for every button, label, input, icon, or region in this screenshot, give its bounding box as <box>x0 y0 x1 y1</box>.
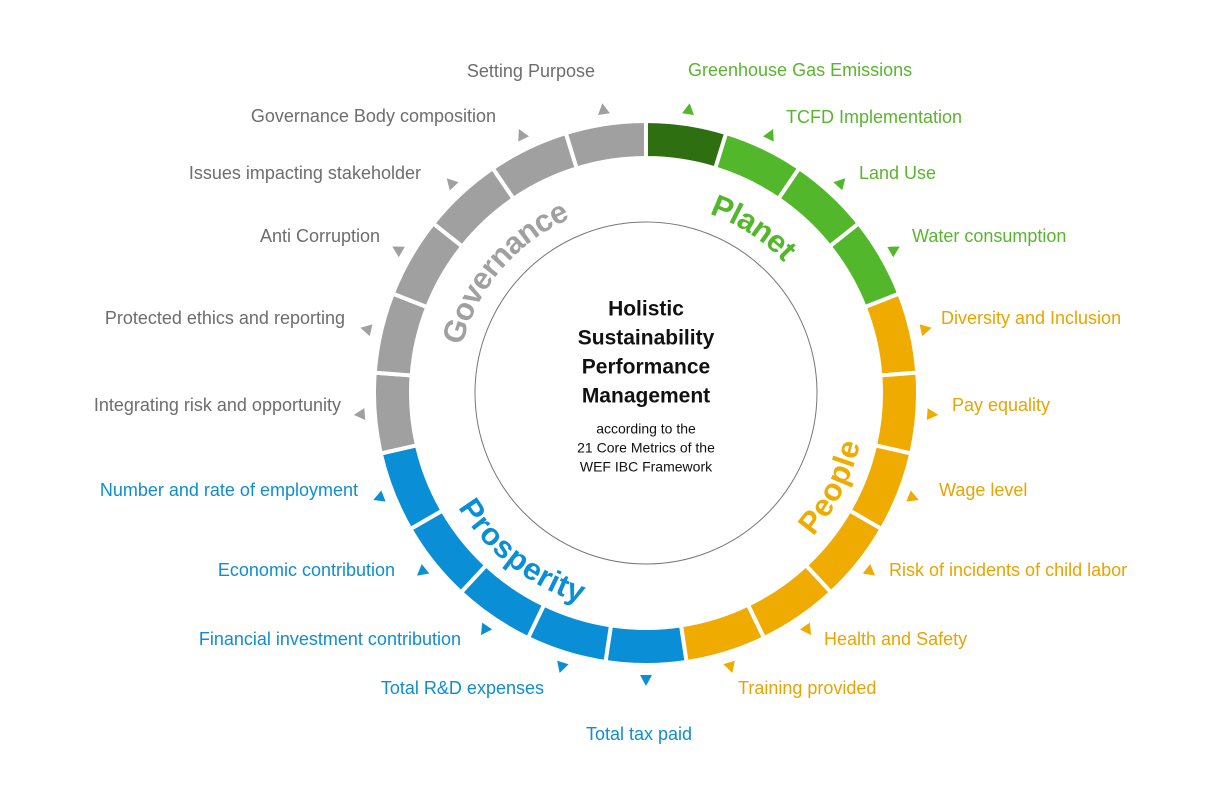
arrow <box>416 564 430 576</box>
center-title: Management <box>582 385 710 408</box>
segment <box>378 442 446 532</box>
segment <box>489 130 580 202</box>
segment <box>563 118 648 171</box>
center-subtitle: 21 Core Metrics of the <box>577 440 715 456</box>
segment <box>644 118 729 171</box>
arrow <box>906 490 919 502</box>
metric-label: Total R&D expenses <box>381 678 544 698</box>
center-title: Holistic <box>608 298 684 321</box>
segment <box>678 602 767 665</box>
center-subtitle: according to the <box>596 421 696 437</box>
metric-label: Health and Safety <box>824 629 967 649</box>
segment <box>826 220 902 310</box>
arrow <box>682 103 694 116</box>
metric-label: Anti Corruption <box>260 226 380 246</box>
arrow <box>392 246 405 258</box>
arrow <box>518 129 530 142</box>
arrow <box>799 622 812 636</box>
metric-label: Number and rate of employment <box>100 480 358 500</box>
metric-label: Governance Body composition <box>251 106 496 126</box>
arrow <box>723 660 735 673</box>
metric-label: Economic contribution <box>218 560 395 580</box>
arrow <box>446 178 459 191</box>
arrow <box>557 660 569 673</box>
segment <box>372 370 420 456</box>
metric-label: Training provided <box>738 678 876 698</box>
metric-label: Setting Purpose <box>467 61 595 81</box>
metric-label: Total tax paid <box>586 724 692 744</box>
arrow <box>480 622 493 636</box>
metric-label: Risk of incidents of child labor <box>889 560 1127 580</box>
metric-label: Diversity and Inclusion <box>941 308 1121 328</box>
center-title: Performance <box>582 356 710 379</box>
metric-label: Issues impacting stakeholder <box>189 163 421 183</box>
center-title: Sustainability <box>578 327 715 350</box>
metric-label: Protected ethics and reporting <box>105 308 345 328</box>
metric-label: Water consumption <box>912 226 1066 246</box>
arrow <box>919 324 932 337</box>
segment <box>862 291 920 378</box>
metric-label: Pay equality <box>952 395 1050 415</box>
arrow <box>862 564 876 576</box>
metric-label: Land Use <box>859 163 936 183</box>
inner-circle <box>474 221 818 565</box>
arrow <box>833 178 846 191</box>
metric-label: Wage level <box>939 480 1027 500</box>
metric-label: Integrating risk and opportunity <box>94 395 341 415</box>
metric-label: Greenhouse Gas Emissions <box>688 60 912 80</box>
arrow <box>640 675 652 686</box>
arrow <box>762 129 774 142</box>
metric-label: Financial investment contribution <box>199 629 461 649</box>
segment <box>603 623 689 667</box>
arrow <box>887 246 900 258</box>
arrow <box>373 490 386 502</box>
arrow <box>353 408 366 421</box>
metric-label: TCFD Implementation <box>786 107 962 127</box>
arrow <box>360 324 373 337</box>
arrow <box>598 103 610 116</box>
segment <box>872 370 920 456</box>
arrow <box>926 408 939 421</box>
center-subtitle: WEF IBC Framework <box>580 459 713 475</box>
